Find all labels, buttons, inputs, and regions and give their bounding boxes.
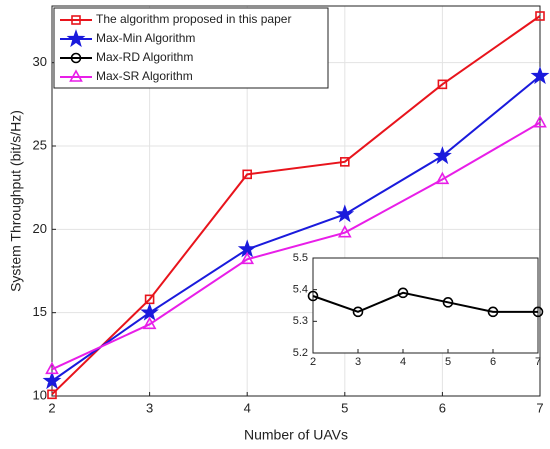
marker: [339, 157, 350, 167]
y-axis-label: System Throughput (bit/s/Hz): [8, 110, 24, 292]
marker: [45, 361, 59, 375]
marker: [432, 146, 452, 165]
marker: [142, 316, 157, 330]
plot-area: [312, 257, 539, 354]
marker: [352, 306, 364, 318]
plot-frame: [51, 5, 541, 397]
marker: [397, 287, 409, 299]
marker: [532, 306, 544, 318]
x-tick-label: 6: [439, 400, 446, 415]
marker: [71, 15, 81, 25]
x-tick-label: 4: [244, 400, 251, 415]
marker: [47, 389, 57, 400]
x-tick-label: 7: [536, 400, 543, 415]
marker: [335, 204, 355, 223]
y-tick-label: 25: [33, 137, 47, 152]
marker: [69, 69, 83, 82]
marker: [240, 251, 255, 265]
marker: [437, 79, 448, 90]
series-line: [312, 291, 538, 313]
marker: [42, 371, 62, 390]
y-tick-label: 5.4: [293, 284, 308, 296]
legend-label: Max-Min Algorithm: [96, 31, 195, 45]
marker: [70, 52, 82, 64]
x-tick-label: 2: [48, 400, 55, 415]
marker: [66, 29, 86, 48]
x-tick-label: 6: [490, 356, 496, 368]
series-line: [51, 121, 541, 371]
marker: [337, 225, 352, 238]
marker: [140, 302, 159, 321]
marker: [242, 169, 252, 180]
y-tick-label: 5.3: [293, 315, 308, 327]
y-tick-label: 20: [33, 221, 47, 236]
x-tick-label: 4: [400, 356, 406, 368]
y-tick-label: 5.5: [293, 252, 308, 264]
marker: [535, 11, 545, 21]
x-tick-label: 3: [146, 400, 153, 415]
series-line: [51, 15, 541, 396]
marker: [307, 290, 319, 302]
marker: [435, 171, 450, 185]
y-tick-label: 30: [33, 54, 47, 69]
legend-box: [53, 7, 329, 89]
y-tick-label: 15: [33, 304, 47, 319]
x-axis-label: Number of UAVs: [244, 427, 348, 443]
marker: [487, 306, 499, 318]
x-tick-label: 7: [535, 356, 541, 368]
x-tick-label: 5: [341, 400, 348, 415]
legend-label: Max-SR Algorithm: [96, 69, 193, 83]
legend-label: The algorithm proposed in this paper: [96, 12, 291, 26]
y-tick-label: 5.2: [293, 347, 308, 359]
marker: [533, 115, 547, 128]
plot-frame: [312, 257, 539, 354]
y-tick-label: 10: [33, 387, 47, 402]
x-tick-label: 3: [355, 356, 361, 368]
series-line: [51, 75, 541, 382]
marker: [442, 297, 454, 308]
x-tick-label: 5: [445, 356, 451, 368]
x-tick-label: 2: [310, 356, 316, 368]
marker: [530, 66, 550, 85]
legend-label: Max-RD Algorithm: [96, 50, 193, 64]
